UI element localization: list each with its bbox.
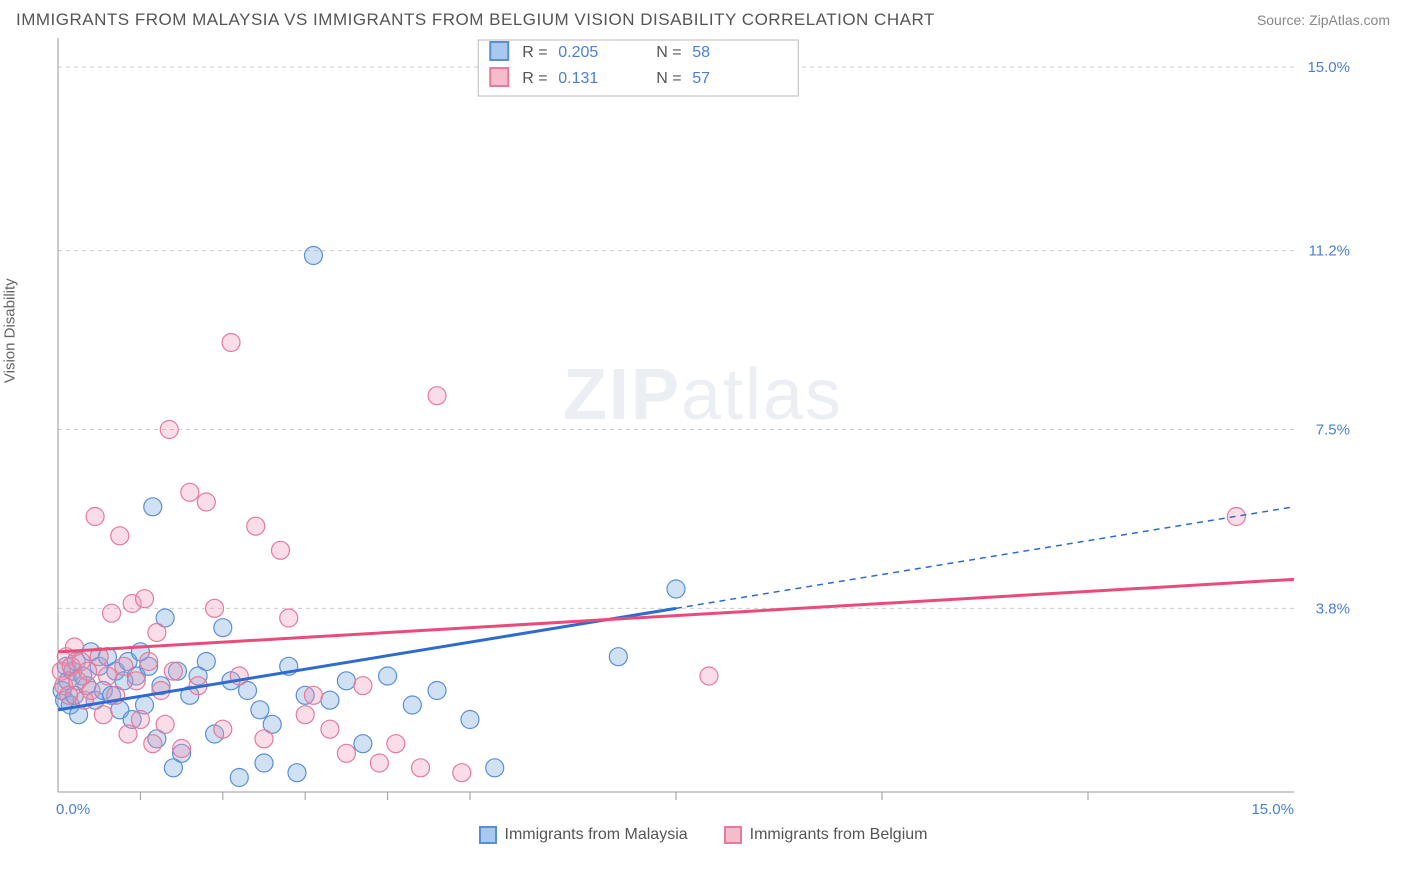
chart-title: IMMIGRANTS FROM MALAYSIA VS IMMIGRANTS F… xyxy=(16,10,935,30)
svg-text:0.131: 0.131 xyxy=(558,70,598,87)
svg-text:R =: R = xyxy=(522,70,547,87)
svg-text:R =: R = xyxy=(522,44,547,61)
svg-text:0.205: 0.205 xyxy=(558,44,598,61)
svg-text:15.0%: 15.0% xyxy=(1251,801,1294,818)
legend-swatch xyxy=(479,826,497,844)
svg-text:3.8%: 3.8% xyxy=(1316,600,1350,617)
source-label: Source: ZipAtlas.com xyxy=(1257,12,1390,28)
legend-item: Immigrants from Malaysia xyxy=(479,826,688,844)
svg-text:57: 57 xyxy=(692,70,710,87)
svg-text:N =: N = xyxy=(656,70,681,87)
svg-text:7.5%: 7.5% xyxy=(1316,422,1350,439)
bottom-legend: Immigrants from Malaysia Immigrants from … xyxy=(0,826,1406,844)
svg-text:58: 58 xyxy=(692,44,710,61)
chart-container: Vision Disability 3.8%7.5%11.2%15.0%0.0%… xyxy=(16,32,1390,822)
svg-text:0.0%: 0.0% xyxy=(56,801,90,818)
y-axis-label: Vision Disability xyxy=(2,278,19,383)
svg-text:15.0%: 15.0% xyxy=(1307,59,1350,76)
legend-swatch xyxy=(724,826,742,844)
legend-item: Immigrants from Belgium xyxy=(724,826,928,844)
scatter-plot: 3.8% 7.5% 11.2% 15.0% 0.0% 15.0% R = 0.205 N = 58… xyxy=(16,32,1356,822)
svg-text:N =: N = xyxy=(656,44,681,61)
svg-text:11.2%: 11.2% xyxy=(1309,243,1350,260)
